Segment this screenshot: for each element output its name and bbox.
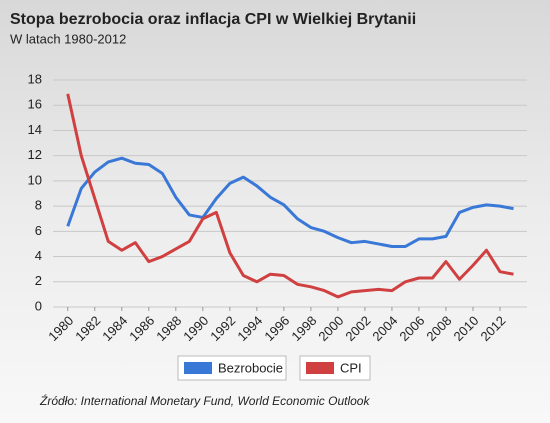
legend-label: Bezrobocie	[218, 360, 283, 375]
y-tick-label: 8	[35, 198, 42, 213]
series-line	[66, 156, 514, 248]
y-tick-label: 4	[35, 248, 42, 263]
y-tick-label: 10	[28, 172, 42, 187]
source: Źródło: International Monetary Fund, Wor…	[39, 393, 370, 408]
y-tick-label: 18	[28, 71, 42, 86]
legend-label: CPI	[340, 360, 362, 375]
y-tick-label: 0	[35, 298, 42, 313]
y-tick-label: 6	[35, 223, 42, 238]
chart-title: Stopa bezrobocia oraz inflacja CPI w Wie…	[10, 11, 416, 28]
legend-swatch	[184, 362, 212, 374]
y-tick-label: 16	[28, 97, 42, 112]
y-tick-label: 2	[35, 273, 42, 288]
y-tick-label: 14	[28, 122, 42, 137]
legend-swatch	[306, 362, 334, 374]
series-line	[66, 93, 514, 299]
chart-subtitle: W latach 1980-2012	[10, 31, 126, 46]
y-tick-label: 12	[28, 147, 42, 162]
